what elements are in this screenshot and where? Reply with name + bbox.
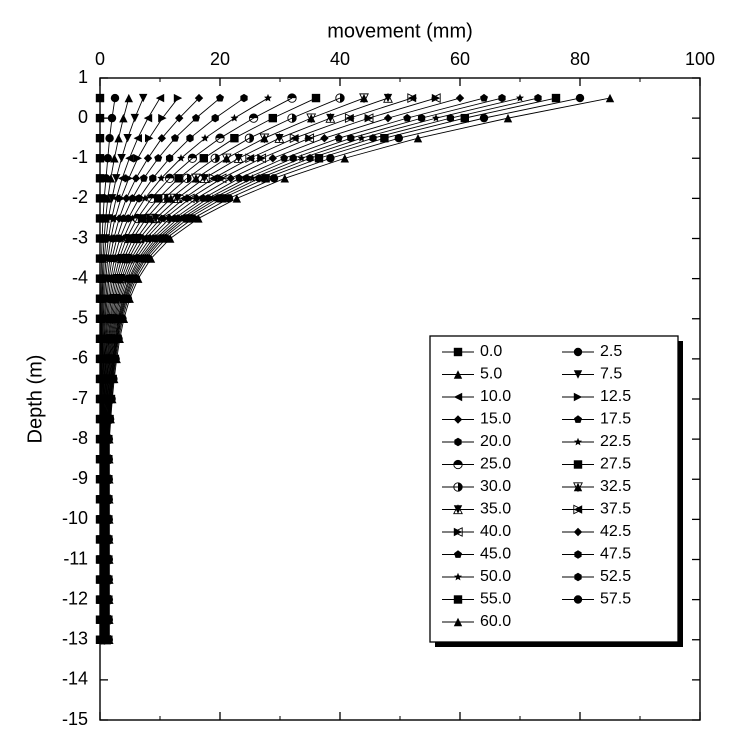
svg-text:100: 100 <box>685 49 715 69</box>
svg-text:0: 0 <box>78 107 88 127</box>
svg-text:27.5: 27.5 <box>600 456 631 473</box>
svg-text:-7: -7 <box>72 388 88 408</box>
svg-text:17.5: 17.5 <box>600 411 631 428</box>
svg-text:-14: -14 <box>62 669 88 689</box>
svg-text:22.5: 22.5 <box>600 433 631 450</box>
svg-text:2.5: 2.5 <box>600 343 622 360</box>
svg-text:42.5: 42.5 <box>600 523 631 540</box>
svg-text:12.5: 12.5 <box>600 388 631 405</box>
svg-text:80: 80 <box>570 49 590 69</box>
svg-text:-2: -2 <box>72 187 88 207</box>
svg-text:-6: -6 <box>72 348 88 368</box>
svg-text:57.5: 57.5 <box>600 591 631 608</box>
svg-text:52.5: 52.5 <box>600 568 631 585</box>
svg-text:35.0: 35.0 <box>480 501 511 518</box>
svg-text:40.0: 40.0 <box>480 523 511 540</box>
svg-text:30.0: 30.0 <box>480 478 511 495</box>
svg-text:movement (mm): movement (mm) <box>327 20 473 42</box>
svg-text:5.0: 5.0 <box>480 366 502 383</box>
svg-text:0.0: 0.0 <box>480 343 502 360</box>
svg-text:60: 60 <box>450 49 470 69</box>
svg-text:25.0: 25.0 <box>480 456 511 473</box>
svg-text:-15: -15 <box>62 709 88 729</box>
svg-text:20: 20 <box>210 49 230 69</box>
svg-text:Depth (m): Depth (m) <box>24 355 46 444</box>
svg-text:37.5: 37.5 <box>600 501 631 518</box>
svg-text:-10: -10 <box>62 508 88 528</box>
svg-text:0: 0 <box>95 49 105 69</box>
svg-text:40: 40 <box>330 49 350 69</box>
svg-text:-9: -9 <box>72 468 88 488</box>
svg-text:15.0: 15.0 <box>480 411 511 428</box>
svg-text:-13: -13 <box>62 629 88 649</box>
chart-svg: 020406080100movement (mm)10-1-2-3-4-5-6-… <box>0 0 739 747</box>
svg-text:55.0: 55.0 <box>480 591 511 608</box>
svg-text:-12: -12 <box>62 588 88 608</box>
svg-text:45.0: 45.0 <box>480 546 511 563</box>
svg-text:32.5: 32.5 <box>600 478 631 495</box>
svg-text:10.0: 10.0 <box>480 388 511 405</box>
svg-text:-5: -5 <box>72 308 88 328</box>
svg-text:-4: -4 <box>72 267 88 287</box>
svg-text:50.0: 50.0 <box>480 568 511 585</box>
svg-text:-11: -11 <box>63 548 88 568</box>
svg-text:-8: -8 <box>72 428 88 448</box>
svg-text:60.0: 60.0 <box>480 613 511 630</box>
depth-movement-chart: 020406080100movement (mm)10-1-2-3-4-5-6-… <box>0 0 739 747</box>
svg-text:20.0: 20.0 <box>480 433 511 450</box>
svg-text:1: 1 <box>78 67 88 87</box>
svg-text:-3: -3 <box>72 227 88 247</box>
svg-text:-1: -1 <box>72 147 88 167</box>
svg-text:7.5: 7.5 <box>600 366 622 383</box>
svg-text:47.5: 47.5 <box>600 546 631 563</box>
